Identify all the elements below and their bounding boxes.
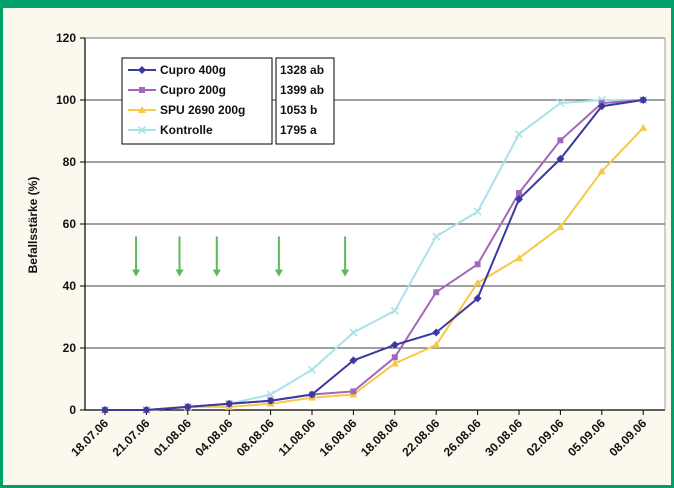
x-tick-9: 26.08.06 bbox=[441, 416, 484, 459]
legend-items: Cupro 400g Cupro 200g SPU 2690 200g Kontrol… bbox=[128, 63, 245, 137]
y-tick-60: 60 bbox=[63, 217, 77, 231]
point-1-6 bbox=[350, 388, 357, 395]
point-1-9 bbox=[474, 261, 481, 268]
point-3-5 bbox=[307, 365, 317, 374]
point-0-6 bbox=[349, 356, 358, 365]
point-2-10 bbox=[515, 254, 523, 262]
point-0-7 bbox=[390, 340, 399, 349]
legend-marker-1 bbox=[139, 87, 145, 93]
annotation-values: 1328 ab 1399 ab 1053 b 1795 a bbox=[280, 63, 324, 137]
point-3-11-b bbox=[556, 99, 565, 108]
legend-label-2: SPU 2690 200g bbox=[160, 103, 245, 117]
point-3-11 bbox=[556, 99, 565, 108]
point-2-8 bbox=[432, 340, 441, 348]
point-3-8-b bbox=[432, 232, 441, 241]
legend-label-0: Cupro 400g bbox=[160, 63, 226, 77]
point-0-4 bbox=[266, 396, 275, 405]
point-2-12 bbox=[597, 167, 606, 175]
series-lines bbox=[100, 95, 648, 415]
x-tick-6: 16.08.06 bbox=[317, 416, 360, 459]
point-3-7 bbox=[390, 306, 399, 315]
point-1-11 bbox=[557, 137, 564, 144]
point-0-10 bbox=[515, 195, 523, 204]
legend-marker-3-b bbox=[137, 125, 147, 135]
legend-label-1: Cupro 200g bbox=[160, 83, 226, 97]
point-3-4 bbox=[266, 390, 275, 399]
annotation-frame bbox=[275, 57, 335, 145]
y-tick-80: 80 bbox=[63, 155, 77, 169]
x-tick-0: 18.07.06 bbox=[68, 416, 111, 459]
annotation-value-2: 1053 b bbox=[280, 103, 317, 117]
legend-marker-3 bbox=[137, 125, 147, 135]
point-0-9 bbox=[473, 294, 482, 303]
annotation-box: 1328 ab 1399 ab 1053 b 1795 a bbox=[275, 57, 335, 145]
x-tick-3: 04.08.06 bbox=[192, 416, 235, 459]
x-tick-11: 02.09.06 bbox=[524, 416, 567, 459]
arrow-head-3 bbox=[274, 269, 283, 277]
point-0-1 bbox=[142, 406, 151, 414]
x-tick-7: 18.08.06 bbox=[358, 416, 401, 459]
point-0-12 bbox=[597, 102, 606, 111]
point-0-8 bbox=[432, 328, 441, 337]
y-tick-120: 120 bbox=[56, 31, 76, 45]
point-3-4-b bbox=[266, 390, 275, 399]
point-3-8 bbox=[432, 232, 441, 241]
x-tick-12: 05.09.06 bbox=[565, 416, 608, 459]
arrow-head-2 bbox=[212, 269, 221, 277]
y-tick-0: 0 bbox=[69, 403, 76, 417]
point-3-5-b bbox=[307, 365, 317, 374]
legend: Cupro 400g Cupro 200g SPU 2690 200g Kontrol… bbox=[121, 57, 273, 145]
point-0-2 bbox=[183, 402, 192, 411]
y-tick-labels: 0 20 40 60 80 100 120 bbox=[56, 31, 76, 417]
y-tick-100: 100 bbox=[56, 93, 76, 107]
point-0-11 bbox=[556, 154, 565, 163]
x-tick-5: 11.08.06 bbox=[276, 416, 319, 459]
point-2-11 bbox=[556, 223, 565, 231]
legend-marker-0 bbox=[138, 66, 146, 74]
legend-label-3: Kontrolle bbox=[160, 123, 213, 137]
x-tick-1: 21.07.06 bbox=[110, 416, 153, 459]
point-3-7-b bbox=[390, 306, 399, 315]
x-tick-13: 08.09.06 bbox=[606, 416, 649, 459]
y-tick-20: 20 bbox=[63, 341, 77, 355]
treatment-arrows bbox=[132, 236, 350, 277]
series-0 bbox=[101, 96, 648, 414]
point-3-6-b bbox=[349, 328, 358, 337]
x-tick-10: 30.08.06 bbox=[482, 416, 525, 459]
annotation-value-0: 1328 ab bbox=[280, 63, 324, 77]
point-3-6 bbox=[349, 328, 358, 337]
y-tick-40: 40 bbox=[63, 279, 77, 293]
arrow-head-1 bbox=[175, 269, 184, 277]
x-tick-labels: 18.07.0621.07.0601.08.0604.08.0608.08.06… bbox=[68, 416, 649, 459]
annotation-value-1: 1399 ab bbox=[280, 83, 324, 97]
point-0-13 bbox=[639, 96, 648, 104]
legend-marker-2 bbox=[138, 106, 146, 113]
arrow-head-0 bbox=[132, 269, 141, 277]
point-3-9-b bbox=[473, 207, 482, 216]
point-1-8 bbox=[433, 289, 440, 296]
point-2-13 bbox=[639, 123, 648, 131]
x-tick-8: 22.08.06 bbox=[399, 416, 442, 459]
point-2-9 bbox=[473, 278, 482, 286]
point-3-10-b bbox=[514, 130, 524, 139]
arrow-head-4 bbox=[341, 269, 350, 277]
point-3-10 bbox=[514, 130, 524, 139]
series-line-0 bbox=[105, 99, 644, 411]
y-axis-label: Befallsstärke (%) bbox=[26, 177, 40, 274]
point-1-7 bbox=[391, 354, 398, 361]
point-2-7 bbox=[390, 359, 399, 367]
x-tick-4: 08.08.06 bbox=[234, 416, 277, 459]
x-tick-2: 01.08.06 bbox=[151, 416, 194, 459]
point-3-9 bbox=[473, 207, 482, 216]
annotation-value-3: 1795 a bbox=[280, 123, 317, 137]
point-1-10 bbox=[516, 190, 522, 196]
point-0-5 bbox=[308, 390, 316, 399]
point-0-0 bbox=[101, 406, 109, 414]
point-0-3 bbox=[225, 399, 234, 408]
